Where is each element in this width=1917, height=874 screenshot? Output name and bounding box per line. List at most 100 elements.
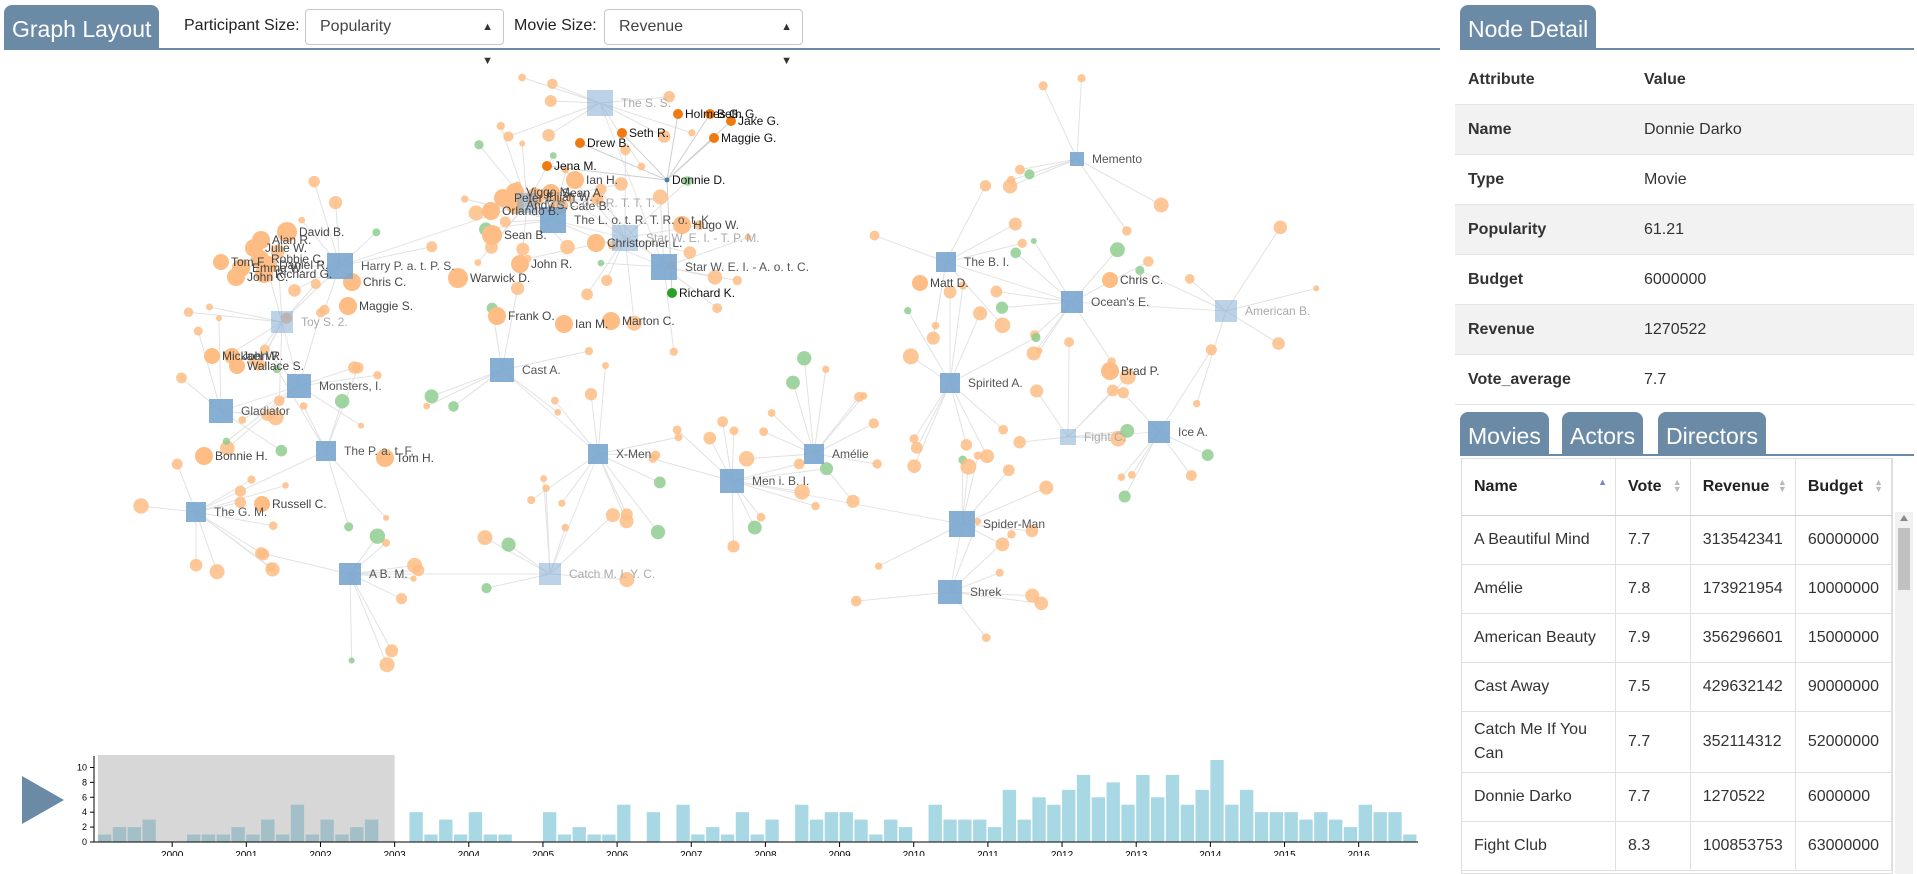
actor-node[interactable] — [195, 447, 213, 465]
actor-node[interactable] — [1002, 464, 1015, 477]
actor-node[interactable] — [238, 416, 247, 424]
actor-node[interactable] — [234, 496, 247, 508]
actor-node[interactable] — [273, 395, 285, 407]
actor-node[interactable] — [282, 482, 289, 489]
actor-node[interactable] — [793, 458, 805, 470]
movie-node[interactable] — [651, 254, 677, 280]
actor-node[interactable] — [657, 130, 671, 143]
director-node[interactable] — [222, 437, 231, 445]
actor-node[interactable] — [308, 175, 320, 188]
actor-node[interactable] — [732, 275, 743, 286]
actor-node[interactable] — [1008, 217, 1022, 231]
actor-node[interactable] — [958, 281, 968, 290]
actor-node[interactable] — [254, 496, 270, 512]
actor-node[interactable] — [1127, 470, 1136, 479]
actor-node[interactable] — [519, 140, 526, 147]
column-header-revenue[interactable]: Revenue ▲ ▼ — [1690, 459, 1796, 516]
actor-node[interactable] — [547, 78, 558, 90]
column-header-budget[interactable]: Budget ▲ ▼ — [1795, 459, 1892, 516]
actor-node[interactable] — [511, 255, 529, 273]
actor-node[interactable] — [602, 312, 620, 330]
actor-node[interactable] — [1064, 337, 1075, 348]
director-node[interactable] — [501, 537, 516, 552]
actor-node[interactable] — [566, 171, 584, 189]
movie-node[interactable] — [1215, 300, 1237, 322]
actor-node[interactable] — [540, 475, 548, 483]
director-node[interactable] — [786, 375, 800, 390]
table-scrollbar[interactable] — [1895, 512, 1913, 874]
actor-node[interactable] — [594, 194, 604, 205]
movie-node[interactable] — [517, 193, 537, 213]
actor-node[interactable] — [227, 268, 245, 286]
actor-node[interactable] — [980, 449, 995, 464]
actor-node[interactable] — [729, 426, 739, 436]
actor-node[interactable] — [482, 202, 500, 220]
actor-node[interactable] — [220, 440, 235, 456]
director-node[interactable] — [1201, 449, 1214, 462]
actor-node[interactable] — [663, 90, 675, 103]
movie-node[interactable] — [1070, 152, 1084, 166]
actor-node[interactable] — [544, 95, 557, 107]
actor-node[interactable] — [619, 514, 634, 529]
actor-node[interactable] — [703, 431, 717, 445]
actor-node[interactable] — [352, 362, 364, 374]
actor-node[interactable] — [527, 496, 536, 505]
actor-node[interactable] — [981, 633, 991, 643]
actor-node[interactable] — [542, 128, 555, 142]
movie-node[interactable] — [1060, 429, 1076, 445]
actor-node[interactable] — [637, 162, 646, 171]
actor-node[interactable] — [712, 303, 723, 314]
actor-node[interactable] — [1077, 74, 1086, 83]
actor-node[interactable] — [1101, 362, 1119, 380]
actor-node[interactable] — [373, 371, 382, 380]
actor-node[interactable] — [652, 189, 668, 205]
highlighted-director-node[interactable] — [667, 288, 677, 298]
actor-node[interactable] — [1117, 387, 1129, 399]
actor-node[interactable] — [1117, 473, 1126, 482]
highlighted-actor-node[interactable] — [673, 109, 683, 119]
actor-node[interactable] — [973, 451, 983, 460]
actor-node[interactable] — [943, 285, 957, 299]
actor-node[interactable] — [516, 242, 530, 256]
movie-node[interactable] — [490, 358, 514, 382]
actor-node[interactable] — [767, 409, 776, 417]
actor-node[interactable] — [215, 315, 222, 322]
actor-node[interactable] — [1025, 524, 1039, 538]
actor-node[interactable] — [561, 166, 569, 174]
actor-node[interactable] — [995, 568, 1004, 577]
actor-node[interactable] — [259, 344, 270, 355]
actor-node[interactable] — [555, 315, 573, 333]
table-row[interactable]: Amélie 7.8 173921954 10000000 — [1462, 564, 1892, 614]
actor-node[interactable] — [998, 424, 1009, 435]
actor-node[interactable] — [1102, 272, 1118, 288]
network-graph[interactable]: David B.Alan R.Julie W.Robbie C. Tom F. Da… — [0, 45, 1440, 735]
movie-node[interactable] — [587, 90, 613, 116]
node-detail-tab[interactable]: Node Detail — [1460, 5, 1597, 49]
highlighted-actor-node[interactable] — [542, 161, 552, 171]
actor-node[interactable] — [794, 484, 810, 500]
actor-node[interactable] — [601, 362, 609, 370]
actor-node[interactable] — [1185, 470, 1197, 481]
actor-node[interactable] — [499, 216, 511, 228]
movie-node[interactable] — [940, 373, 960, 393]
actor-node[interactable] — [1273, 220, 1288, 235]
actor-node[interactable] — [482, 225, 502, 245]
director-node[interactable] — [275, 444, 288, 457]
actor-node[interactable] — [584, 346, 594, 356]
actor-node[interactable] — [1017, 238, 1027, 248]
tab-movies[interactable]: Movies — [1460, 412, 1549, 456]
actor-node[interactable] — [270, 244, 285, 259]
actor-node[interactable] — [584, 388, 598, 401]
actor-node[interactable] — [133, 498, 149, 514]
actor-node[interactable] — [979, 180, 992, 192]
actor-node[interactable] — [926, 331, 940, 345]
director-node[interactable] — [904, 307, 912, 315]
timeline-histogram[interactable]: 0 2 4 6 8 10 2000 2001 2002 2003 2004 2005 2006 2007 2… — [0, 748, 1440, 856]
actor-node[interactable] — [328, 195, 343, 210]
director-node[interactable] — [650, 524, 666, 540]
actor-node[interactable] — [909, 434, 919, 444]
table-row[interactable]: Donnie Darko 7.7 1270522 6000000 — [1462, 772, 1892, 822]
director-node[interactable] — [481, 583, 492, 594]
table-row[interactable]: Catch Me If You Can 7.7 352114312 52000000 — [1462, 711, 1892, 773]
director-node[interactable] — [1010, 247, 1022, 259]
